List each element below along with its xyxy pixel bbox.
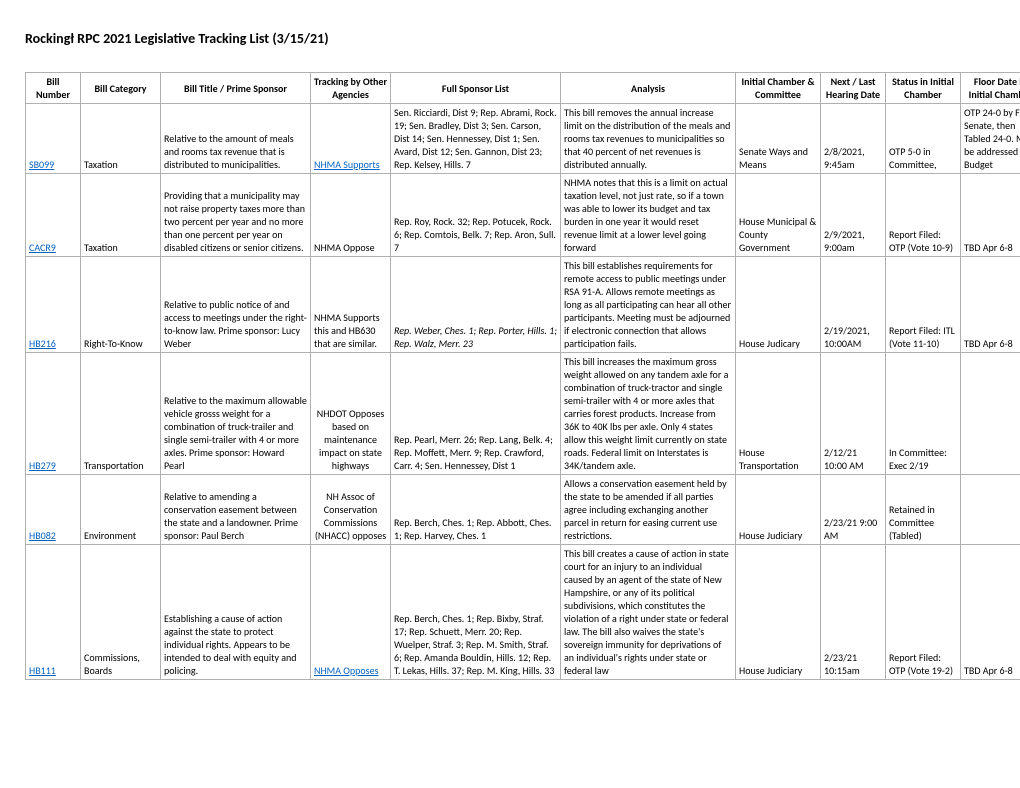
cell-floor <box>961 475 1020 545</box>
cell-hearing: 2/23/21 10:15am <box>821 545 886 680</box>
cell-title: Relative to the maximum allowable vehicl… <box>161 353 311 475</box>
bill-link[interactable]: SB099 <box>29 158 54 171</box>
cell-floor: OTP 24-0 by Full Senate, then Tabled 24-… <box>961 104 1020 174</box>
cell-floor: TBD Apr 6-8 <box>961 257 1020 353</box>
cell-committee: House Transportation <box>736 353 821 475</box>
cell-tracking: NHMA Oppose <box>311 174 391 257</box>
col-bill-title: Bill Title / Prime Sponsor <box>161 73 311 104</box>
col-analysis: Analysis <box>561 73 736 104</box>
cell-title: Providing that a municipality may not ra… <box>161 174 311 257</box>
cell-tracking: NH Assoc of Conservation Commissions (NH… <box>311 475 391 545</box>
cell-tracking: NHMA Supports <box>311 104 391 174</box>
cell-tracking: NHDOT Opposes based on maintenance impac… <box>311 353 391 475</box>
cell-hearing: 2/19/2021, 10:00AM <box>821 257 886 353</box>
cell-sponsors: Rep. Pearl, Merr. 26; Rep. Lang, Belk. 4… <box>391 353 561 475</box>
cell-sponsors: Rep. Berch, Ches. 1; Rep. Abbott, Ches. … <box>391 475 561 545</box>
cell-bill: HB111 <box>26 545 81 680</box>
cell-status: Report Filed: OTP (Vote 19-2) <box>886 545 961 680</box>
cell-analysis: This bill creates a cause of action in s… <box>561 545 736 680</box>
cell-bill: HB279 <box>26 353 81 475</box>
header-row: Bill Number Bill Category Bill Title / P… <box>26 73 1020 104</box>
table-row: HB216 Right-To-KnowRelative to public not… <box>26 257 1020 353</box>
cell-tracking: NHMA Supports this and HB630 that are si… <box>311 257 391 353</box>
cell-committee: House Judiciary <box>736 475 821 545</box>
cell-bill: HB216 <box>26 257 81 353</box>
table-row: HB082 EnvironmentRelative to amending a c… <box>26 475 1020 545</box>
bill-link[interactable]: HB111 <box>29 664 56 677</box>
cell-title: Relative to the amount of meals and room… <box>161 104 311 174</box>
bill-link[interactable]: HB082 <box>29 529 56 542</box>
cell-analysis: This bill increases the maximum gross we… <box>561 353 736 475</box>
cell-analysis: NHMA notes that this is a limit on actua… <box>561 174 736 257</box>
col-bill-number: Bill Number <box>26 73 81 104</box>
cell-floor <box>961 353 1020 475</box>
bill-link[interactable]: CACR9 <box>29 241 56 254</box>
cell-status: Report Filed: OTP (Vote 10-9) <box>886 174 961 257</box>
cell-status: In Committee: Exec 2/19 <box>886 353 961 475</box>
cell-hearing: 2/8/2021, 9:45am <box>821 104 886 174</box>
cell-sponsors: Rep. Berch, Ches. 1; Rep. Bixby, Straf. … <box>391 545 561 680</box>
cell-analysis: This bill establishes requirements for r… <box>561 257 736 353</box>
cell-status: Report Filed: ITL (Vote 11-10) <box>886 257 961 353</box>
cell-bill: HB082 <box>26 475 81 545</box>
cell-hearing: 2/9/2021, 9:00am <box>821 174 886 257</box>
cell-committee: Senate Ways and Means <box>736 104 821 174</box>
cell-committee: House Municipal & County Government <box>736 174 821 257</box>
cell-sponsors: Rep. Weber, Ches. 1; Rep. Porter, Hills.… <box>391 257 561 353</box>
cell-committee: House Judiciary <box>736 545 821 680</box>
cell-sponsors: Sen. Ricciardi, Dist 9; Rep. Abrami, Roc… <box>391 104 561 174</box>
cell-analysis: This bill removes the annual increase li… <box>561 104 736 174</box>
table-row: CACR9 TaxationProviding that a municipali… <box>26 174 1020 257</box>
bill-link[interactable]: HB279 <box>29 459 56 472</box>
cell-analysis: Allows a conservation easement held by t… <box>561 475 736 545</box>
cell-floor: TBD Apr 6-8 <box>961 545 1020 680</box>
table-row: HB111 Commissions, BoardsEstablishing a c… <box>26 545 1020 680</box>
cell-category: Commissions, Boards <box>81 545 161 680</box>
col-floor: Floor Date in Initial Chamber <box>961 73 1020 104</box>
table-row: SB099 TaxationRelative to the amount of m… <box>26 104 1020 174</box>
tracking-link[interactable]: NHMA Opposes <box>314 664 378 677</box>
col-bill-category: Bill Category <box>81 73 161 104</box>
cell-title: Relative to public notice of and access … <box>161 257 311 353</box>
page-title: Rockingł RPC 2021 Legislative Tracking L… <box>25 30 995 47</box>
cell-committee: House Judicary <box>736 257 821 353</box>
cell-category: Taxation <box>81 104 161 174</box>
cell-category: Taxation <box>81 174 161 257</box>
col-sponsors: Full Sponsor List <box>391 73 561 104</box>
tracking-table: Bill Number Bill Category Bill Title / P… <box>25 72 1020 680</box>
cell-tracking: NHMA Opposes <box>311 545 391 680</box>
cell-title: Establishing a cause of action against t… <box>161 545 311 680</box>
cell-floor: TBD Apr 6-8 <box>961 174 1020 257</box>
table-row: HB279 TransportationRelative to the maxim… <box>26 353 1020 475</box>
cell-category: Transportation <box>81 353 161 475</box>
cell-hearing: 2/23/21 9:00 AM <box>821 475 886 545</box>
cell-title: Relative to amending a conservation ease… <box>161 475 311 545</box>
col-tracking: Tracking by Other Agencies <box>311 73 391 104</box>
cell-status: OTP 5-0 in Committee, <box>886 104 961 174</box>
cell-bill: CACR9 <box>26 174 81 257</box>
bill-link[interactable]: HB216 <box>29 337 56 350</box>
tracking-link[interactable]: NHMA Supports <box>314 158 380 171</box>
col-status: Status in Initial Chamber <box>886 73 961 104</box>
cell-category: Right-To-Know <box>81 257 161 353</box>
col-committee: Initial Chamber & Committee <box>736 73 821 104</box>
cell-sponsors: Rep. Roy, Rock. 32; Rep. Potucek, Rock. … <box>391 174 561 257</box>
cell-category: Environment <box>81 475 161 545</box>
cell-hearing: 2/12/21 10:00 AM <box>821 353 886 475</box>
cell-bill: SB099 <box>26 104 81 174</box>
cell-status: Retained in Committee (Tabled) <box>886 475 961 545</box>
col-hearing: Next / Last Hearing Date <box>821 73 886 104</box>
